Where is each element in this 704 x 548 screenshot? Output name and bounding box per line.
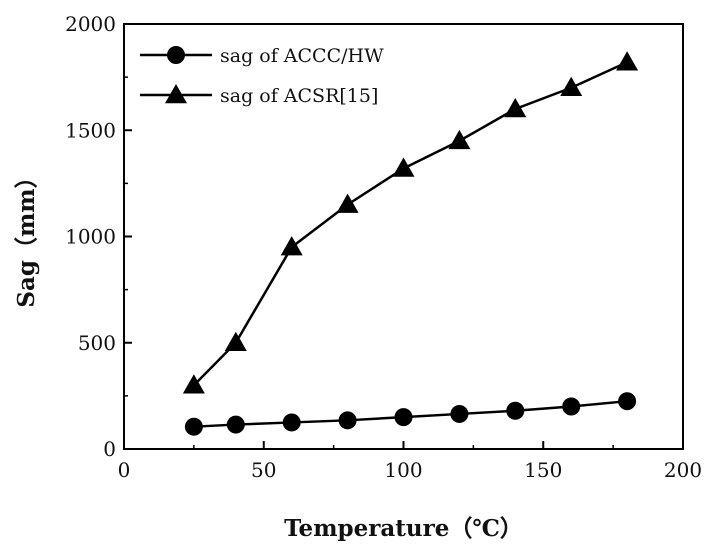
triangle-data-point xyxy=(504,98,527,118)
x-axis-label: Temperature（℃） xyxy=(284,515,523,542)
triangle-data-point xyxy=(616,51,639,71)
x-tick-label: 0 xyxy=(118,458,131,482)
y-tick-label: 0 xyxy=(103,437,116,461)
y-tick-label: 1000 xyxy=(65,225,116,249)
x-tick-label: 100 xyxy=(384,458,422,482)
circle-data-point xyxy=(282,413,301,432)
triangle-data-point xyxy=(560,76,583,96)
triangle-data-point xyxy=(336,193,359,213)
series-accc-hw xyxy=(184,392,637,436)
circle-data-point xyxy=(450,404,469,423)
y-tick-label: 1500 xyxy=(65,118,116,142)
triangle-data-point xyxy=(280,236,303,256)
legend-triangle-marker xyxy=(165,84,187,104)
triangle-data-point xyxy=(224,331,247,351)
circle-data-point xyxy=(506,401,525,420)
plot-area xyxy=(182,51,639,436)
y-tick-label: 2000 xyxy=(65,12,116,36)
x-tick-label: 200 xyxy=(664,458,702,482)
legend-circle-marker xyxy=(167,46,185,64)
axes-frame xyxy=(123,23,684,450)
circle-data-point xyxy=(394,408,413,427)
series-line xyxy=(192,61,628,387)
circle-data-point xyxy=(338,411,357,430)
circle-data-point xyxy=(618,392,637,411)
triangle-data-point xyxy=(392,157,415,177)
y-axis-label: Sag（mm） xyxy=(13,165,40,307)
y-tick-label: 500 xyxy=(78,331,116,355)
circle-data-point xyxy=(184,417,203,436)
triangle-data-point xyxy=(448,129,471,150)
x-tick-label: 50 xyxy=(251,458,276,482)
circle-data-point xyxy=(562,397,581,416)
circle-data-point xyxy=(226,415,245,434)
legend-label: sag of ACCC/HW xyxy=(220,45,384,67)
legend-item: sag of ACCC/HW xyxy=(140,45,384,67)
x-axis: 0 50 100 150 200 xyxy=(118,441,702,482)
legend-item: sag of ACSR[15] xyxy=(140,84,378,107)
legend: sag of ACCC/HW sag of ACSR[15] xyxy=(140,45,384,107)
x-tick-label: 150 xyxy=(524,458,562,482)
series-acsr xyxy=(182,51,639,394)
triangle-data-point xyxy=(182,374,205,394)
legend-label: sag of ACSR[15] xyxy=(220,85,378,107)
y-axis: 0 500 1000 1500 2000 xyxy=(65,12,132,461)
